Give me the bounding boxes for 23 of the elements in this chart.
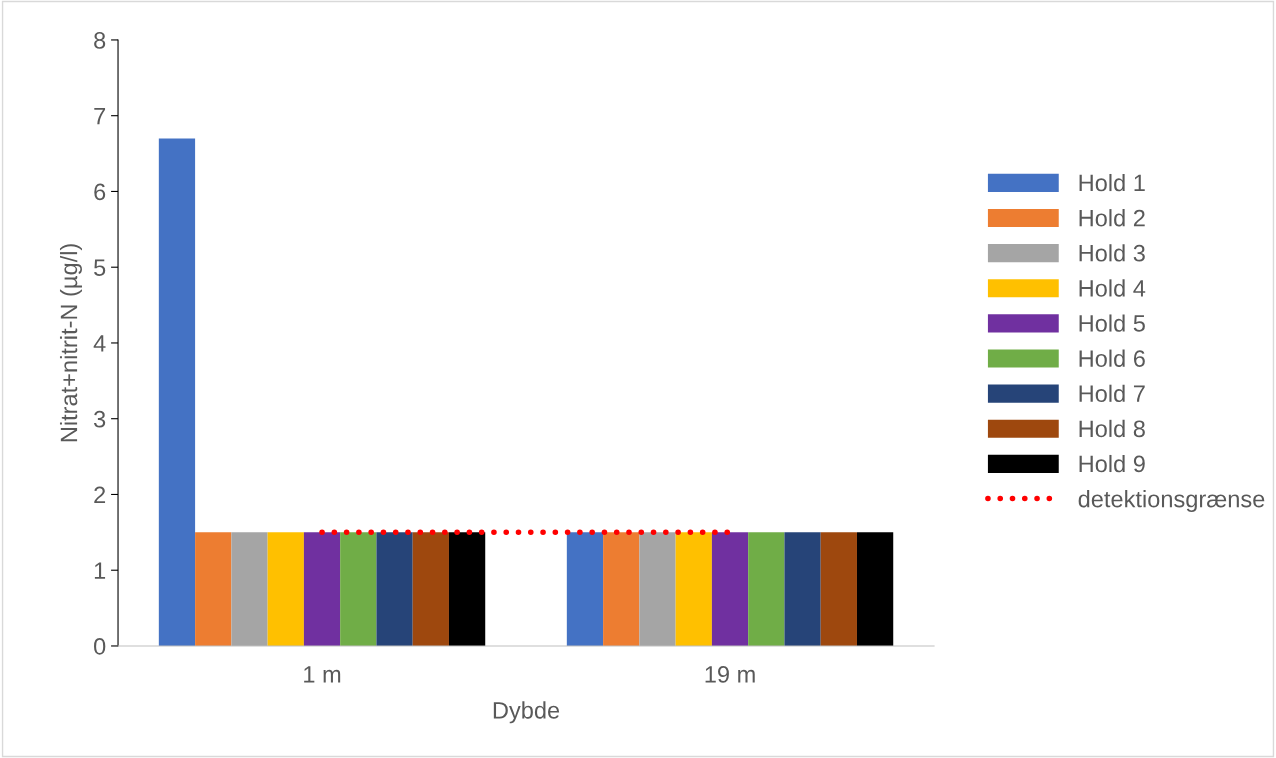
- y-tick-label: 7: [94, 108, 106, 125]
- legend-label: Hold 7: [1079, 384, 1145, 403]
- legend-label: Hold 4: [1079, 279, 1146, 297]
- x-axis-title: Dybde: [493, 701, 560, 724]
- y-tick-label: 5: [94, 259, 106, 276]
- x-tick-label: 1 m: [304, 666, 341, 683]
- y-axis-title: Nitrat+nitrit-N (µg/l): [59, 244, 82, 442]
- y-tick-label: 6: [94, 183, 106, 201]
- legend-label: Hold 1: [1079, 173, 1145, 192]
- y-tick-label: 4: [93, 335, 106, 352]
- legend-label: Hold 6: [1079, 349, 1145, 367]
- legend-label: Hold 2: [1079, 209, 1145, 227]
- y-tick-label: 3: [93, 410, 106, 428]
- legend-label: detektionsgrænse: [1078, 490, 1265, 513]
- y-tick-label: 1: [94, 562, 106, 579]
- y-tick-label: 2: [94, 486, 106, 504]
- legend-label: Hold 3: [1079, 244, 1145, 262]
- y-tick-label: 0: [94, 638, 106, 655]
- x-tick-label: 19 m: [705, 666, 755, 683]
- legend-label: Hold 5: [1079, 314, 1145, 332]
- legend-label: Hold 9: [1079, 454, 1145, 473]
- y-tick-label: 8: [94, 32, 106, 49]
- legend-label: Hold 8: [1079, 419, 1145, 438]
